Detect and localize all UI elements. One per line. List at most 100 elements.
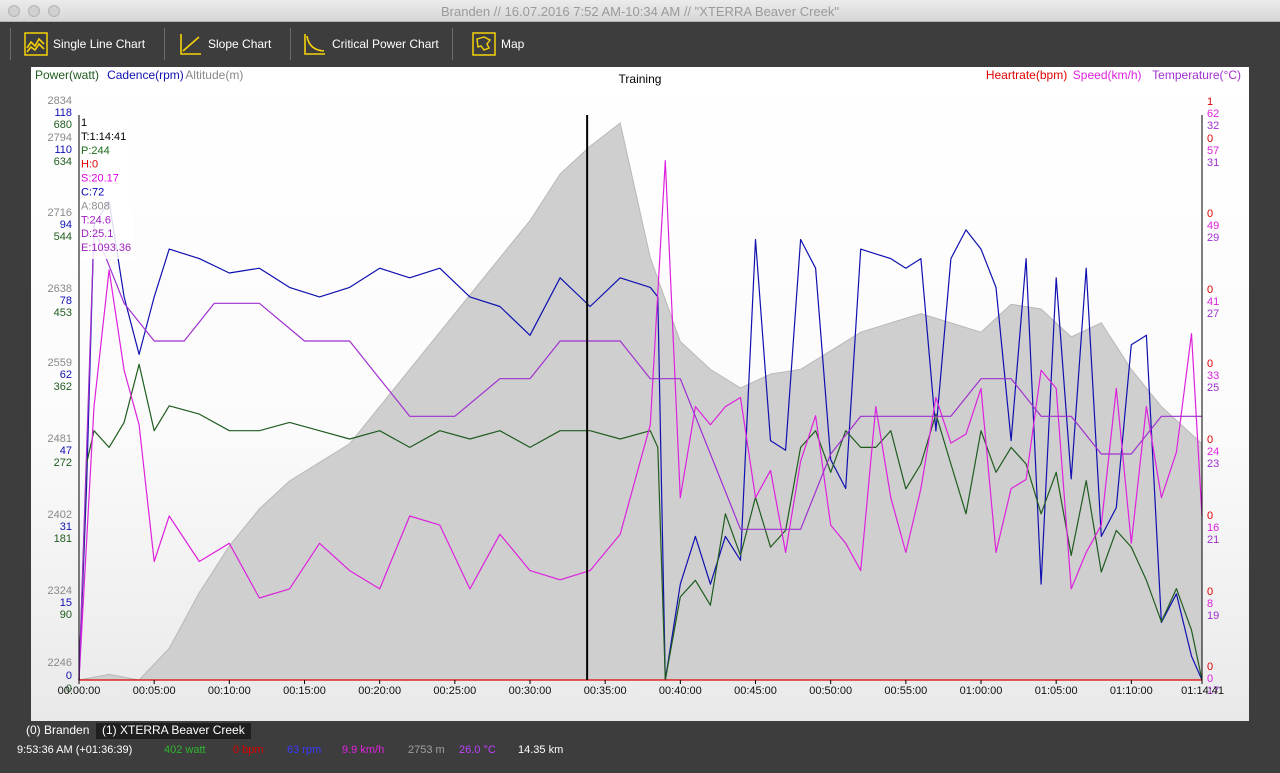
x-tick-label: 00:30:00 (509, 685, 552, 697)
power-tick-label: 680 (54, 119, 72, 131)
map-icon (472, 32, 496, 56)
x-tick-label: 00:20:00 (358, 685, 401, 697)
cadence-line (78, 200, 1203, 681)
temperature-tick-label: 32 (1207, 120, 1219, 132)
speed-tick-label: 49 (1207, 220, 1219, 232)
close-window-button[interactable] (8, 5, 20, 17)
speed-tick-label: 0 (1207, 673, 1213, 685)
slope-chart-button[interactable]: Slope Chart (179, 30, 271, 58)
x-tick-label: 01:10:00 (1110, 685, 1153, 697)
legend-heartrate: Heartrate(bpm) (986, 68, 1067, 82)
power-line (78, 363, 1203, 681)
chart-title: Training (619, 72, 662, 86)
tooltip-line: A:808 (81, 200, 110, 212)
speed-tick-label: 41 (1207, 296, 1219, 308)
heartrate-tick-label: 0 (1207, 661, 1213, 673)
x-tick-label: 00:55:00 (884, 685, 927, 697)
map-button[interactable]: Map (472, 30, 524, 58)
slope-chart-icon (180, 34, 201, 55)
window-title: Branden // 16.07.2016 7:52 AM-10:34 AM /… (440, 4, 839, 19)
legend-temperature: Temperature(°C) (1152, 68, 1241, 82)
cadence-tick-label: 94 (60, 219, 72, 231)
altitude-tick-label: 2638 (48, 283, 72, 295)
temperature-tick-label: 17 (1207, 685, 1219, 697)
altitude-tick-label: 2481 (48, 433, 72, 445)
speed-tick-label: 57 (1207, 145, 1219, 157)
heartrate-tick-label: 0 (1207, 133, 1213, 145)
cadence-tick-label: 31 (60, 521, 72, 533)
x-tick-label: 00:00:00 (58, 685, 101, 697)
minimize-window-button[interactable] (28, 5, 40, 17)
critical-power-chart-label: Critical Power Chart (332, 37, 439, 51)
altitude-tick-label: 2246 (48, 657, 72, 669)
heartrate-tick-label: 0 (1207, 284, 1213, 296)
status-altitude: 2753 m (408, 744, 445, 756)
status-temperature: 26.0 °C (459, 744, 496, 756)
x-tick-label: 00:05:00 (133, 685, 176, 697)
speed-tick-label: 24 (1207, 446, 1219, 458)
legend-power: Power(watt) (35, 68, 99, 82)
zoom-window-button[interactable] (48, 5, 60, 17)
tab-branden[interactable]: (0) Branden (26, 723, 90, 737)
legend-speed: Speed(km/h) (1073, 68, 1142, 82)
power-tick-label: 362 (54, 381, 72, 393)
temperature-tick-label: 27 (1207, 308, 1219, 320)
tooltip-line: C:72 (81, 187, 104, 199)
tooltip-panel (80, 117, 134, 259)
heartrate-tick-label: 0 (1207, 358, 1213, 370)
status-cadence: 63 rpm (287, 744, 322, 756)
toolbar: Single Line Chart Slope Chart Critical P… (0, 22, 1280, 66)
heartrate-tick-label: 0 (1207, 434, 1213, 446)
x-tick-label: 01:00:00 (960, 685, 1003, 697)
tooltip-line: H:0 (81, 159, 98, 171)
temperature-line (78, 227, 1202, 681)
power-tick-label: 90 (60, 609, 72, 621)
cadence-tick-label: 62 (60, 369, 72, 381)
altitude-tick-label: 2794 (48, 132, 72, 144)
toolbar-separator (10, 28, 11, 60)
chart-canvas[interactable]: 2834118680279411063427169454426387845325… (31, 67, 1249, 721)
x-tick-label: 00:25:00 (433, 685, 476, 697)
single-line-chart-icon (24, 32, 48, 56)
speed-tick-label: 33 (1207, 370, 1219, 382)
power-tick-label: 453 (54, 307, 72, 319)
critical-power-chart-icon (304, 34, 325, 55)
heartrate-tick-label: 0 (1207, 510, 1213, 522)
status-heartrate: 0 bpm (233, 744, 264, 756)
toolbar-separator (290, 28, 291, 60)
training-chart[interactable]: 2834 118 680 2794 110 634 2716 94 544 2638 78 453 25… (31, 67, 1249, 721)
x-tick-label: 01:05:00 (1035, 685, 1078, 697)
temperature-tick-label: 21 (1207, 534, 1219, 546)
status-distance: 14.35 km (518, 744, 564, 756)
status-bar: 9:53:36 AM (+01:36:39) 402 watt 0 bpm 63… (0, 742, 1280, 760)
altitude-tick-label: 2559 (48, 357, 72, 369)
cadence-tick-label: 0 (66, 670, 72, 682)
temperature-tick-label: 19 (1207, 610, 1219, 622)
status-power: 402 watt (164, 744, 206, 756)
single-line-chart-button[interactable]: Single Line Chart (24, 30, 145, 58)
cadence-tick-label: 15 (60, 597, 72, 609)
x-tick-label: 01:14:41 (1181, 685, 1224, 697)
tooltip-line: 1 (81, 117, 87, 129)
x-tick-label: 00:35:00 (584, 685, 627, 697)
cadence-tick-label: 110 (54, 144, 72, 156)
status-speed: 9.9 km/h (342, 744, 385, 756)
speed-tick-label: 8 (1207, 598, 1213, 610)
x-tick-label: 00:15:00 (283, 685, 326, 697)
critical-power-chart-button[interactable]: Critical Power Chart (303, 30, 439, 58)
tooltip-line: T:1:14:41 (81, 131, 126, 143)
cadence-tick-label: 47 (60, 445, 72, 457)
toolbar-separator (164, 28, 165, 60)
tab-xterra-beaver-creek[interactable]: (1) XTERRA Beaver Creek (96, 723, 251, 739)
temperature-tick-label: 25 (1207, 382, 1219, 394)
tooltip-line: P:244 (81, 145, 110, 157)
power-tick-label: 544 (54, 231, 72, 243)
tooltip-line: E:1093.36 (81, 242, 131, 254)
temperature-tick-label: 23 (1207, 458, 1219, 470)
speed-tick-label: 62 (1207, 108, 1219, 120)
legend-cadence: Cadence(rpm) (107, 68, 184, 82)
altitude-tick-label: 2834 (48, 95, 72, 107)
x-tick-label: 00:45:00 (734, 685, 777, 697)
altitude-tick-label: 2402 (48, 509, 72, 521)
